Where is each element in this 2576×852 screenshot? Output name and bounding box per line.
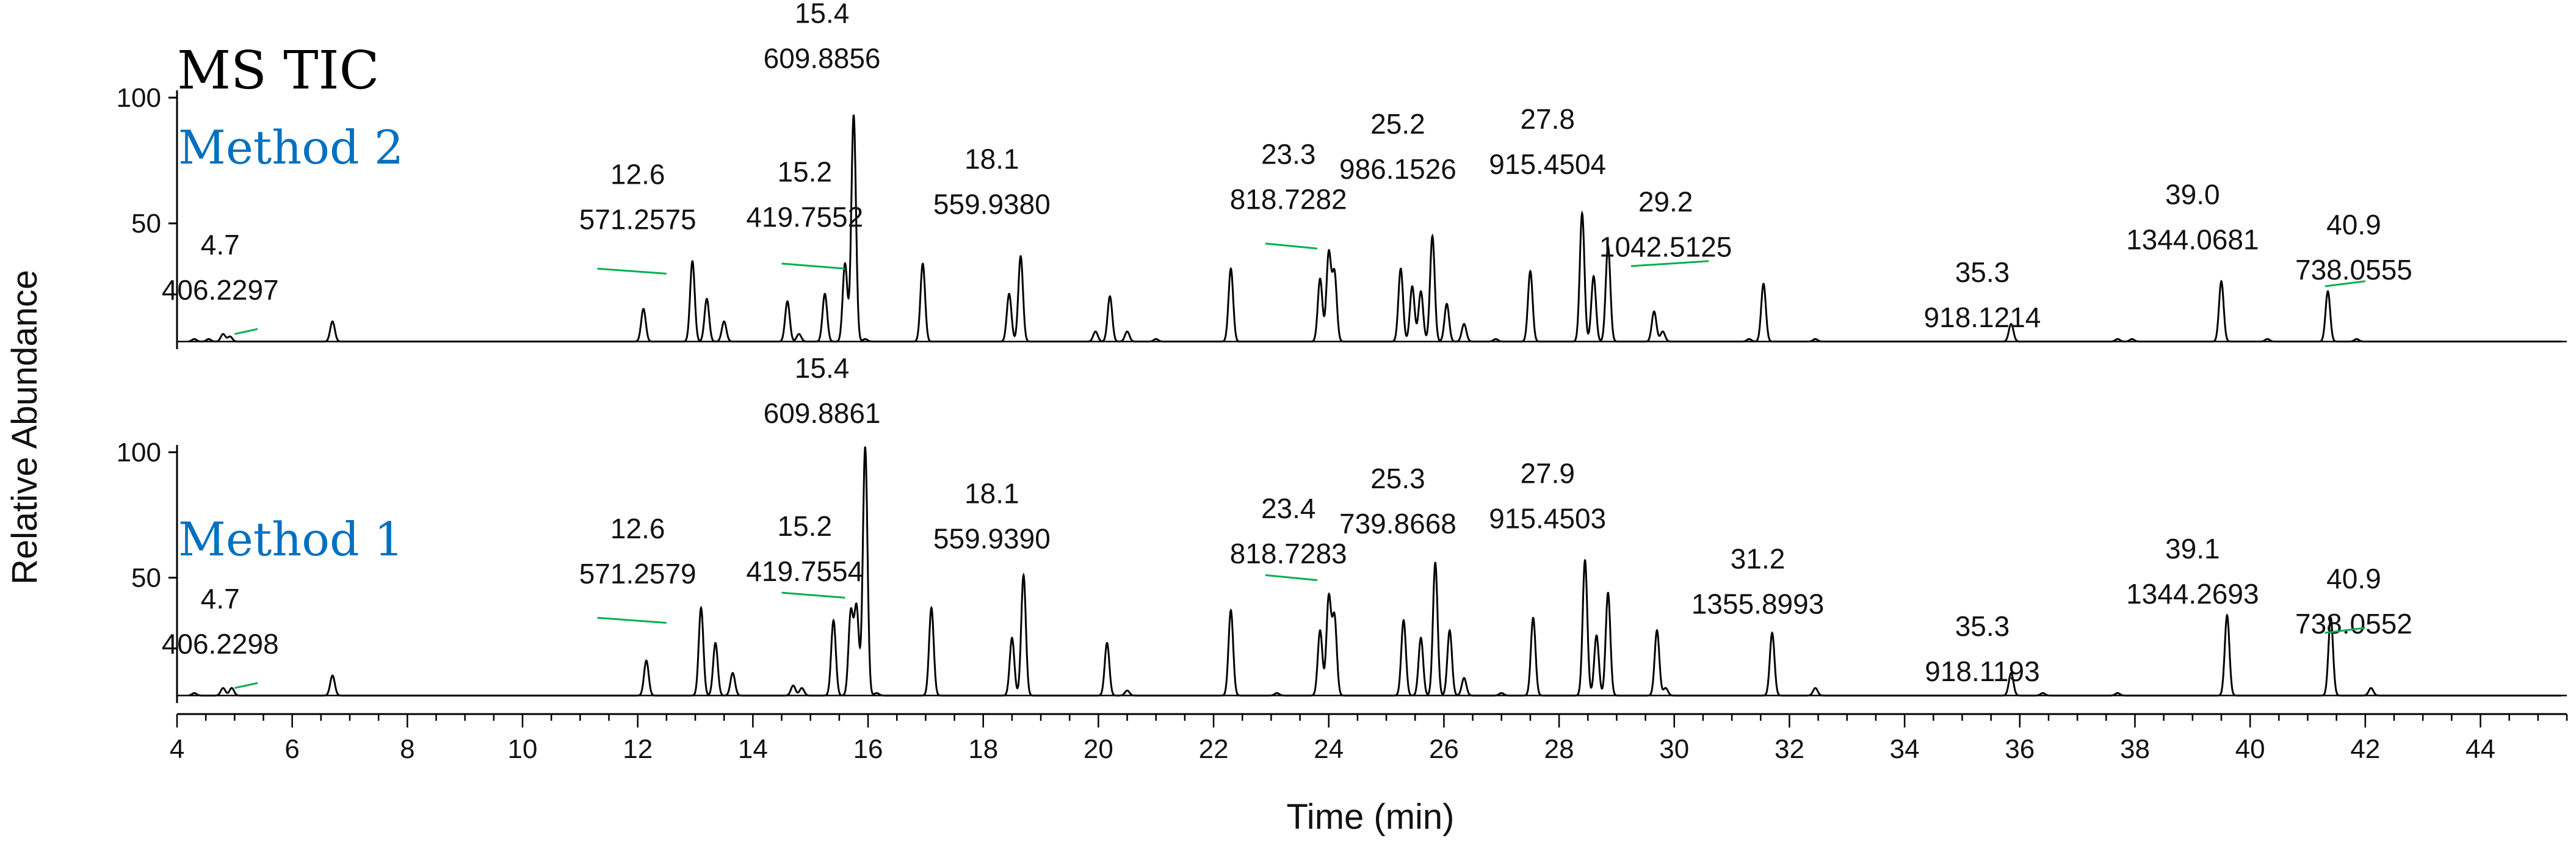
peak-label-mz: 419.7552: [746, 201, 863, 233]
peak-label-rt: 39.0: [2165, 178, 2220, 210]
peak-leader-line: [781, 262, 845, 270]
x-tick-label: 18: [968, 734, 998, 764]
panels-layer: 50 100 4.7 406.2297 12.6 571.2575 15.2 419.7552…: [117, 0, 2567, 703]
peak-label-mz: 571.2579: [579, 558, 696, 590]
y-tick-label: 100: [117, 83, 161, 113]
panel-2: 50 100 4.7 406.2298 12.6 571.2579 15.2 419.7554…: [117, 352, 2567, 703]
x-tick-label: 24: [1314, 734, 1344, 764]
peak-label-rt: 31.2: [1731, 543, 1785, 574]
x-tick-label: 14: [738, 734, 768, 764]
x-tick-label: 42: [2350, 734, 2380, 764]
panel-label-method-1: Method 1: [178, 512, 403, 566]
peak-label-rt: 29.2: [1638, 186, 1693, 218]
peak-label-rt: 12.6: [610, 513, 665, 544]
panel-label-method-2: Method 2: [178, 120, 403, 175]
peak-leader-line: [1265, 574, 1318, 582]
peak-leader-line: [1630, 260, 1709, 267]
peak-leader-line: [597, 267, 667, 275]
peak-label-mz: 559.9380: [933, 189, 1051, 220]
peak-label-rt: 39.1: [2165, 533, 2220, 565]
peak-label-mz: 915.4504: [1489, 148, 1606, 180]
peak-leader-line: [1265, 242, 1318, 250]
peak-label-rt: 23.3: [1261, 138, 1316, 170]
x-axis-label: Time (min): [1287, 797, 1455, 837]
x-tick-label: 10: [508, 734, 538, 764]
peak-label-mz: 1042.5125: [1599, 231, 1732, 263]
peak-label-rt: 15.4: [795, 0, 850, 29]
peak-label-rt: 35.3: [1955, 610, 2010, 642]
x-tick-label: 44: [2466, 734, 2495, 764]
x-tick-label: 34: [1890, 734, 1920, 764]
x-tick-label: 26: [1429, 734, 1459, 764]
peak-label-mz: 986.1526: [1339, 153, 1456, 185]
x-tick-label: 22: [1199, 734, 1229, 764]
x-tick-label: 30: [1659, 734, 1689, 764]
x-tick-label: 32: [1775, 734, 1804, 764]
x-tick-label: 40: [2235, 734, 2265, 764]
y-tick-label: 50: [131, 209, 161, 239]
peak-label-rt: 18.1: [964, 477, 1019, 509]
peak-label-rt: 12.6: [610, 158, 665, 190]
peak-label-mz: 738.0552: [2295, 608, 2412, 640]
x-axis: 4 6 8 10 12 14 16 18 20 22 24 26 28 30 32 34 36 38 40 42 44: [170, 713, 2568, 764]
peak-label-rt: 4.7: [201, 583, 240, 615]
peak-label-mz: 915.4503: [1489, 503, 1606, 535]
peak-label-mz: 609.8861: [764, 397, 881, 429]
x-tick-label: 12: [623, 734, 653, 764]
peak-leader-line: [234, 682, 258, 689]
peak-label-rt: 25.2: [1370, 108, 1425, 140]
peak-label-rt: 35.3: [1955, 256, 2010, 288]
y-tick-label: 50: [131, 563, 161, 593]
peak-leader-line: [2325, 627, 2366, 634]
chart-title: MS TIC: [177, 40, 379, 101]
x-tick-label: 38: [2120, 734, 2150, 764]
y-tick-label: 100: [117, 438, 161, 468]
peak-leader-line: [234, 328, 258, 335]
y-axis-label: Relative Abundance: [5, 270, 45, 585]
peak-label-mz: 739.8668: [1339, 508, 1456, 540]
peak-label-mz: 818.7283: [1230, 538, 1347, 569]
peak-label-mz: 1344.2693: [2126, 578, 2259, 610]
x-tick-label: 8: [400, 734, 414, 764]
peak-label-mz: 609.8856: [764, 43, 881, 74]
peak-label-mz: 738.0555: [2295, 254, 2412, 286]
peak-leader-line: [597, 616, 667, 624]
peak-label-rt: 15.2: [778, 510, 833, 542]
peak-label-rt: 40.9: [2326, 563, 2381, 594]
peak-label-rt: 25.3: [1370, 463, 1425, 494]
peak-leader-line: [2325, 280, 2366, 287]
x-tick-label: 6: [284, 734, 299, 764]
peak-label-mz: 1355.8993: [1691, 588, 1824, 619]
peak-label-mz: 818.7282: [1230, 183, 1347, 215]
peak-label-rt: 4.7: [201, 229, 240, 261]
peak-label-mz: 406.2297: [162, 274, 279, 306]
peak-label-rt: 15.2: [778, 156, 833, 187]
x-tick-label: 20: [1084, 734, 1113, 764]
x-tick-label: 28: [1544, 734, 1574, 764]
panel-1: 50 100 4.7 406.2297 12.6 571.2575 15.2 419.7552…: [117, 0, 2567, 349]
peak-label-mz: 918.1193: [1925, 655, 2039, 687]
peak-label-rt: 23.4: [1261, 493, 1316, 524]
peak-label-rt: 27.8: [1520, 103, 1575, 135]
peak-label-mz: 419.7554: [746, 555, 863, 587]
peak-label-rt: 18.1: [964, 143, 1019, 175]
peak-label-mz: 559.9390: [933, 522, 1051, 554]
tic-trace: [188, 446, 2561, 697]
x-tick-label: 4: [170, 734, 184, 764]
peak-label-rt: 40.9: [2326, 209, 2381, 240]
peak-label-mz: 406.2298: [162, 628, 279, 660]
peak-label-mz: 571.2575: [579, 203, 696, 235]
peak-label-rt: 27.9: [1520, 458, 1575, 489]
peak-label-mz: 918.1214: [1924, 301, 2041, 333]
peak-leader-line: [781, 591, 845, 599]
x-tick-label: 16: [853, 734, 883, 764]
peak-label-rt: 15.4: [795, 352, 850, 384]
peak-label-mz: 1344.0681: [2126, 223, 2259, 255]
tic-trace: [188, 114, 2561, 343]
x-tick-label: 36: [2005, 734, 2035, 764]
